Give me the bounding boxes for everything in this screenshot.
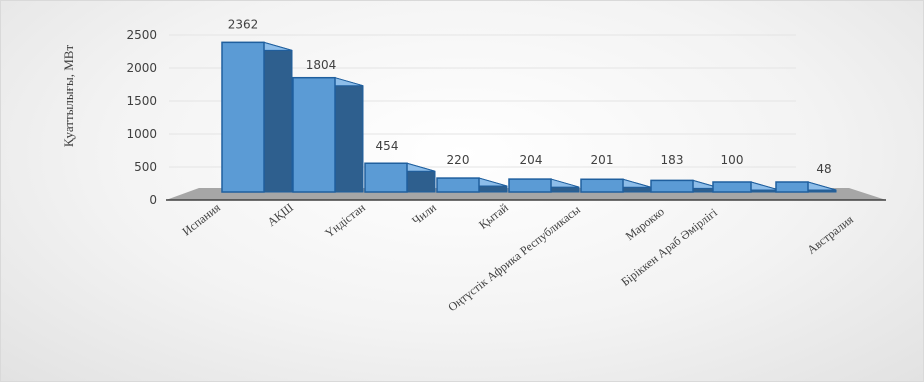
- bar: [580, 178, 652, 193]
- category-label: Марокко: [623, 204, 667, 243]
- category-label: Оңтүстік Африка Республикасы: [445, 202, 583, 314]
- data-label: 100: [721, 153, 744, 167]
- data-label: 204: [520, 153, 543, 167]
- bar: [364, 162, 436, 193]
- category-label: Испания: [179, 200, 223, 238]
- y-tick-label: 500: [134, 160, 157, 174]
- bar: [508, 178, 580, 193]
- bar: [436, 177, 508, 193]
- bar-front: [436, 177, 480, 193]
- bars: [221, 41, 837, 193]
- bar: [712, 181, 780, 193]
- bar: [292, 76, 364, 193]
- data-label: 183: [661, 153, 684, 167]
- data-label: 220: [447, 153, 470, 167]
- bar-front: [580, 178, 624, 193]
- data-label: 454: [376, 139, 399, 153]
- data-labels: 2362 1804 454 220 204 201 183 100 48: [228, 17, 832, 176]
- category-label: Чили: [409, 200, 439, 228]
- category-label: Біріккен Араб Әмірлігі: [618, 205, 720, 289]
- y-tick-label: 0: [149, 193, 157, 207]
- y-tick-label: 1500: [126, 94, 157, 108]
- y-axis-title: Қуаттылығы, МВт: [61, 45, 76, 148]
- bar-side: [263, 41, 293, 193]
- bar-front: [775, 181, 809, 193]
- bar: [221, 41, 293, 193]
- bar-front: [292, 76, 336, 193]
- bar-front: [712, 181, 752, 193]
- bar-front: [508, 178, 552, 193]
- category-label: Үндістан: [322, 200, 368, 240]
- y-tick-label: 2500: [126, 28, 157, 42]
- bar-front: [364, 162, 408, 193]
- bar-side: [334, 77, 364, 193]
- category-label: Австралия: [804, 212, 856, 257]
- y-axis-ticks: 0 500 1000 1500 2000 2500: [126, 28, 157, 207]
- bar: [650, 179, 722, 193]
- data-label: 48: [816, 162, 831, 176]
- data-label: 2362: [228, 17, 259, 31]
- bar-front: [650, 179, 694, 193]
- y-tick-label: 1000: [126, 127, 157, 141]
- data-label: 1804: [306, 58, 337, 72]
- category-label: Қытай: [476, 200, 511, 232]
- category-label: АҚШ: [265, 200, 296, 229]
- bar: [775, 181, 837, 193]
- y-tick-label: 2000: [126, 61, 157, 75]
- bar-front: [221, 41, 265, 193]
- data-label: 201: [591, 153, 614, 167]
